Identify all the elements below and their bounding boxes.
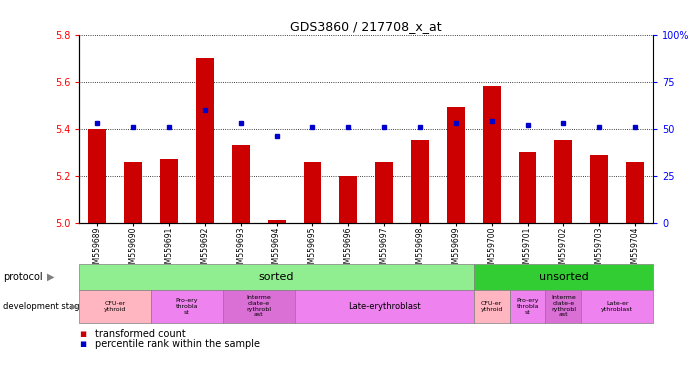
Text: ▶: ▶	[47, 272, 55, 282]
Text: transformed count: transformed count	[95, 329, 185, 339]
Bar	[124, 162, 142, 223]
Text: Pro-ery
throbla
st: Pro-ery throbla st	[176, 298, 198, 314]
Title: GDS3860 / 217708_x_at: GDS3860 / 217708_x_at	[290, 20, 442, 33]
Bar	[483, 86, 501, 223]
Bar	[267, 220, 285, 223]
Bar	[554, 141, 572, 223]
Text: CFU-er
ythroid: CFU-er ythroid	[104, 301, 126, 312]
Text: CFU-er
ythroid: CFU-er ythroid	[480, 301, 503, 312]
Text: sorted: sorted	[259, 272, 294, 282]
Bar	[231, 145, 249, 223]
Text: percentile rank within the sample: percentile rank within the sample	[95, 339, 260, 349]
Text: Late-er
ythroblast: Late-er ythroblast	[601, 301, 633, 312]
Text: Pro-ery
throbla
st: Pro-ery throbla st	[516, 298, 539, 314]
Text: ◾: ◾	[79, 329, 86, 339]
Bar	[626, 162, 644, 223]
Text: ◾: ◾	[79, 339, 86, 349]
Bar	[518, 152, 536, 223]
Text: ▶: ▶	[71, 302, 77, 311]
Text: protocol: protocol	[3, 272, 43, 282]
Bar	[375, 162, 393, 223]
Text: unsorted: unsorted	[538, 272, 588, 282]
Bar	[303, 162, 321, 223]
Text: Late-erythroblast: Late-erythroblast	[348, 302, 420, 311]
Bar	[160, 159, 178, 223]
Bar	[339, 176, 357, 223]
Bar	[590, 154, 608, 223]
Bar	[88, 129, 106, 223]
Text: development stage: development stage	[3, 302, 85, 311]
Bar	[411, 141, 429, 223]
Text: Interme
diate-e
rythrobl
ast: Interme diate-e rythrobl ast	[246, 295, 271, 318]
Text: Interme
diate-e
rythrobl
ast: Interme diate-e rythrobl ast	[551, 295, 576, 318]
Bar	[447, 108, 465, 223]
Bar	[196, 58, 214, 223]
